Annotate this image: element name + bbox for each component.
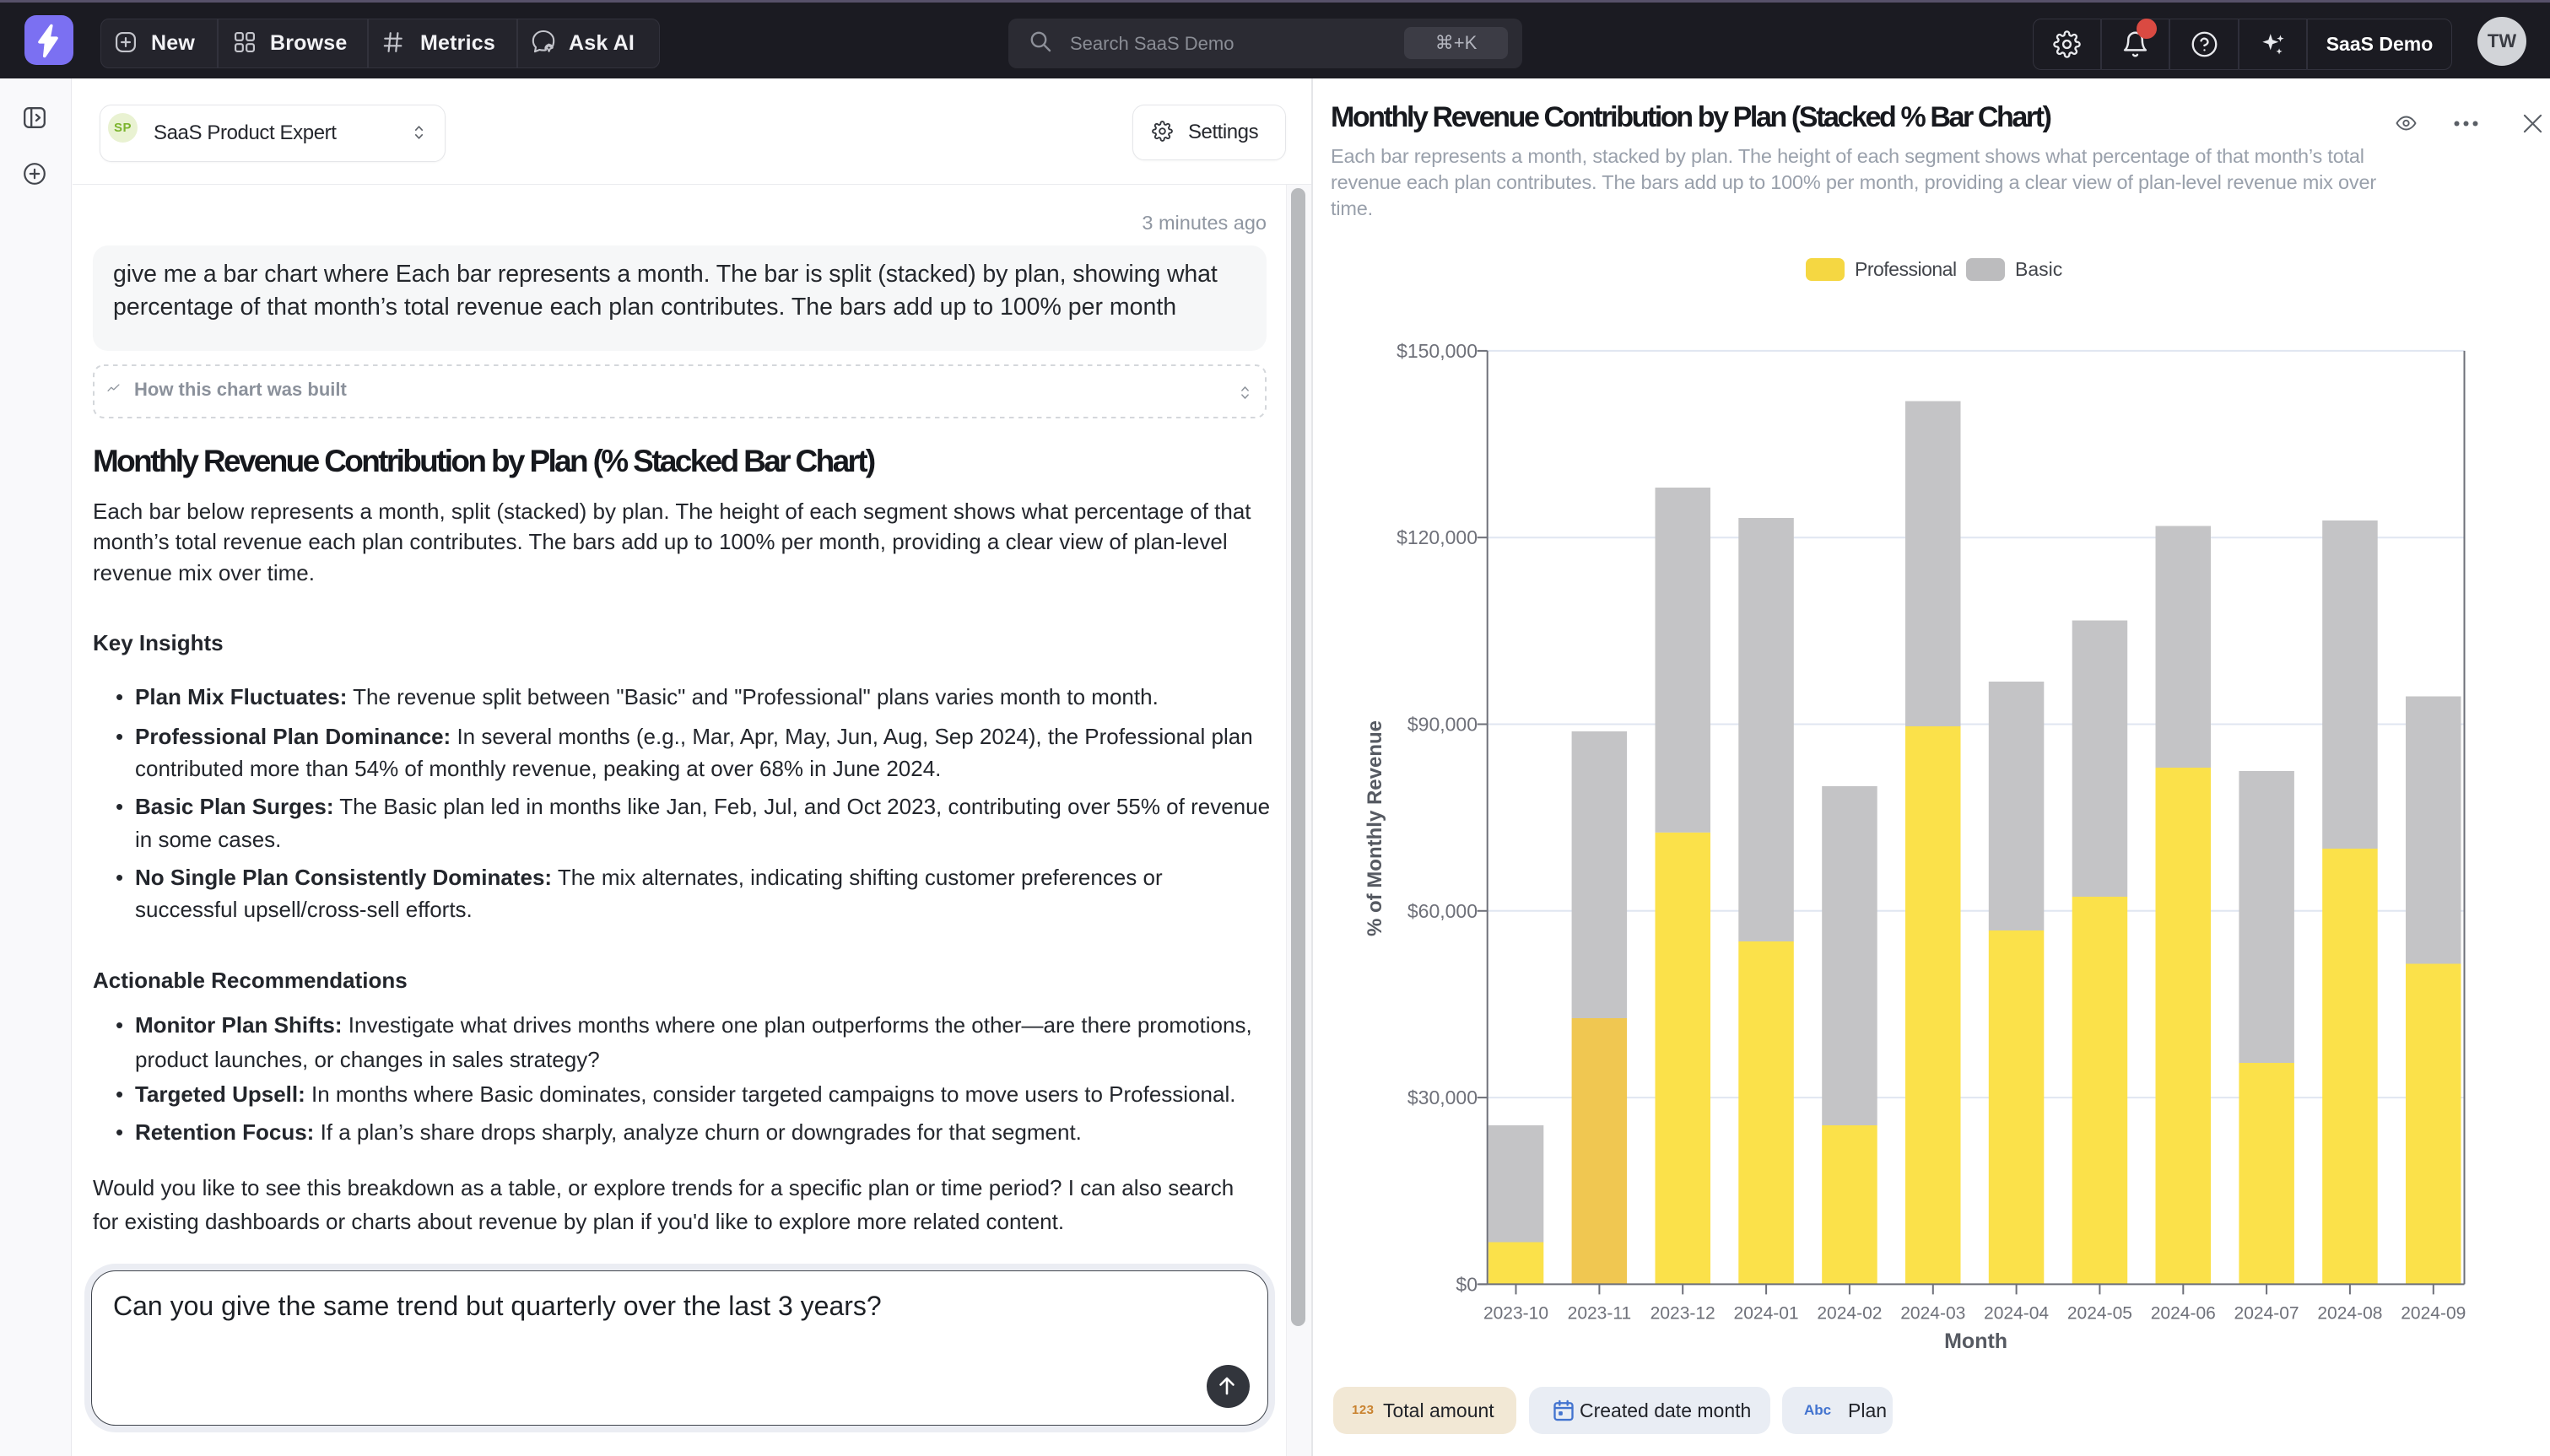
svg-text:$120,000: $120,000	[1397, 526, 1478, 548]
svg-text:$60,000: $60,000	[1407, 900, 1478, 922]
svg-text:$150,000: $150,000	[1397, 340, 1478, 362]
svg-text:2024-01: 2024-01	[1734, 1303, 1799, 1323]
svg-text:2024-07: 2024-07	[2234, 1303, 2299, 1323]
svg-text:% of Monthly Revenue: % of Monthly Revenue	[1364, 720, 1386, 936]
svg-text:2023-12: 2023-12	[1650, 1303, 1715, 1323]
svg-text:$90,000: $90,000	[1407, 714, 1478, 736]
svg-text:$30,000: $30,000	[1407, 1087, 1478, 1108]
svg-text:2024-02: 2024-02	[1817, 1303, 1882, 1323]
svg-text:2024-04: 2024-04	[1984, 1303, 2049, 1323]
svg-text:2024-09: 2024-09	[2401, 1303, 2466, 1323]
svg-text:Month: Month	[1944, 1329, 2007, 1353]
svg-text:2023-10: 2023-10	[1483, 1303, 1548, 1323]
svg-text:2024-08: 2024-08	[2317, 1303, 2382, 1323]
svg-text:$0: $0	[1456, 1273, 1478, 1295]
svg-text:2023-11: 2023-11	[1568, 1303, 1632, 1323]
svg-text:2024-05: 2024-05	[2067, 1303, 2132, 1323]
svg-text:2024-03: 2024-03	[1900, 1303, 1965, 1323]
svg-text:2024-06: 2024-06	[2151, 1303, 2216, 1323]
